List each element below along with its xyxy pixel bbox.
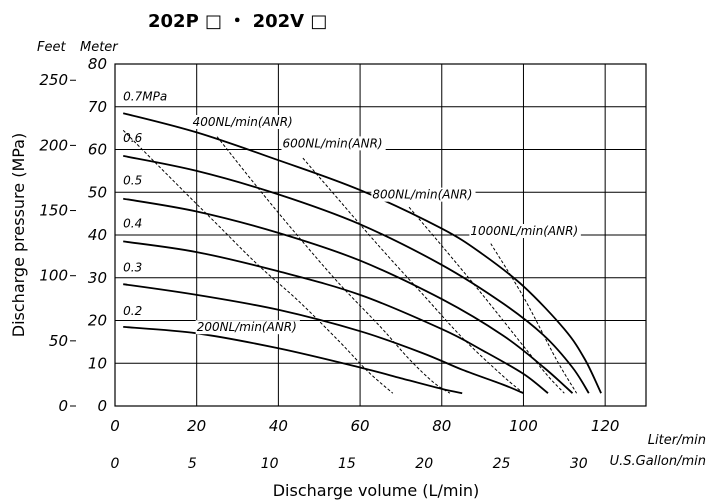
x-tick-liter-80: 80 [432,417,451,435]
series-label-9: 800NL/min(ANR) [372,188,472,202]
series-label-bg-7 [191,114,296,129]
series-label-bg-0 [122,89,168,104]
x-tick-gallon-0: 0 [111,456,120,472]
series-label-5: 0.2 [123,304,142,318]
x-tick-liter-40: 40 [269,417,288,435]
y-tick-meter-10: 10 [88,354,107,372]
y-tick-feet-50: 50 [49,332,68,350]
series-label-bg-5 [122,303,147,318]
y-tick-meter-70: 70 [88,98,107,116]
series-label-bg-9 [371,187,476,202]
series-label-0: 0.7MPa [123,89,167,103]
y-tick-meter-50: 50 [88,183,107,201]
y-unit-meter: Meter [80,40,119,55]
series-label-bg-6 [195,320,300,335]
series-label-bg-1 [122,130,147,145]
y-tick-meter-40: 40 [88,226,107,244]
x-tick-liter-0: 0 [110,417,120,435]
plot-frame [114,63,647,407]
y-tick-meter-20: 20 [88,312,107,330]
x-axis-title: Discharge volume (L/min) [273,481,480,500]
series-label-2: 0.5 [123,174,142,188]
x-tick-liter-100: 100 [509,417,538,435]
series-label-7: 400NL/min(ANR) [193,115,293,129]
y-tick-feet-250: 250 [39,71,68,89]
y-tick-feet-150: 150 [39,202,68,220]
series-label-bg-3 [122,216,147,231]
series-line-3 [123,240,549,394]
y-tick-feet-200: 200 [39,136,68,154]
y-tick-meter-0: 0 [97,397,107,415]
series-label-10: 1000NL/min(ANR) [470,224,578,238]
y-tick-feet-100: 100 [39,267,68,285]
x-unit-liter: Liter/min [648,433,706,448]
x-tick-liter-60: 60 [351,417,370,435]
series-line-8 [302,157,524,394]
series-label-3: 0.4 [123,216,142,230]
x-unit-gallon: U.S.Gallon/min [610,454,706,469]
y-tick-feet-0: 0 [58,397,68,415]
y-unit-feet: Feet [37,40,66,55]
series-label-8: 600NL/min(ANR) [282,136,382,150]
series-label-6: 200NL/min(ANR) [197,320,297,334]
series-line-1 [123,155,590,394]
series-line-0 [122,112,602,394]
y-tick-meter-60: 60 [88,141,107,159]
series-line-5 [123,326,463,395]
x-tick-gallon-25: 25 [493,456,511,472]
chart-title: 202P □ ・ 202V □ [148,11,327,32]
series-label-bg-4 [122,260,147,275]
y-tick-meter-80: 80 [88,55,107,73]
series-line-9 [408,206,565,394]
series-line-6 [122,129,394,394]
series-layer: 0.7MPa 0.6 0.5 0.4 0.3 0.2 200NL/min(ANR) 400NL… [122,89,602,395]
series-label-4: 0.3 [123,260,142,274]
y-axis-title: Discharge pressure (MPa) [9,133,28,337]
x-tick-liter-20: 20 [187,417,206,435]
series-line-10 [490,243,578,394]
series-label-bg-10 [469,224,581,238]
x-tick-gallon-30: 30 [570,456,588,472]
series-label-bg-2 [122,173,147,188]
series-label-bg-8 [281,136,386,151]
x-tick-liter-120: 120 [591,417,620,435]
series-label-1: 0.6 [123,131,142,145]
x-tick-gallon-20: 20 [415,456,433,472]
x-tick-gallon-5: 5 [188,456,197,472]
x-tick-gallon-15: 15 [338,456,356,472]
series-line-7 [216,136,451,394]
y-tick-meter-30: 30 [88,269,107,287]
x-tick-gallon-10: 10 [261,456,279,472]
series-line-4 [123,283,524,395]
